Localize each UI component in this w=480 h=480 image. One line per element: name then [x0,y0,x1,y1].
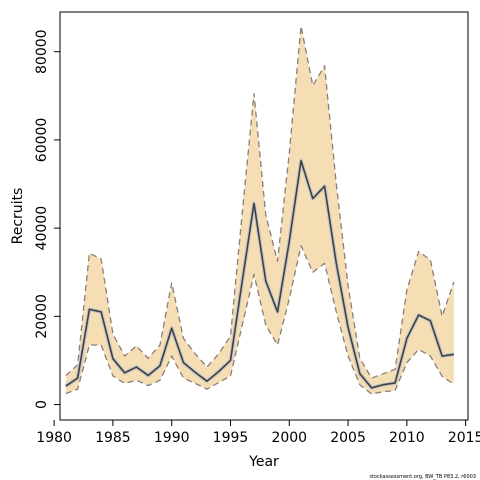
x-tick-label: 1980 [36,430,72,446]
y-tick-label: 20000 [34,294,50,339]
upper-bound-line [65,25,455,379]
estimate-series [64,158,455,390]
confidence-band [65,26,454,394]
x-tick-label: 1985 [95,430,131,446]
x-tick-label: 1990 [154,430,190,446]
x-tick-label: 1995 [213,430,249,446]
x-axis-title: Year [248,454,279,470]
confidence-band-area [65,26,454,394]
x-tick-label: 2005 [330,430,366,446]
x-axis: 1980 1985 1990 1995 2000 2005 2010 2015 [36,420,480,446]
x-tick-label: 2015 [448,430,480,446]
y-axis: 0 20000 40000 60000 80000 [34,29,60,409]
y-tick-label: 40000 [34,206,50,251]
x-tick-label: 2010 [389,430,425,446]
lower-bound-line [65,245,455,395]
y-tick-label: 60000 [34,118,50,163]
upper-bound-series [65,25,455,379]
y-axis-title: Recruits [10,188,26,245]
estimate-line [65,159,455,389]
plot-frame [59,11,469,421]
x-tick-label: 2000 [271,430,307,446]
y-tick-label: 0 [34,400,50,409]
y-tick-label: 80000 [34,29,50,74]
credit-text: stockassessment.org, BW_TB P83.2, r6003 [369,474,476,480]
lower-bound-series [65,245,455,395]
